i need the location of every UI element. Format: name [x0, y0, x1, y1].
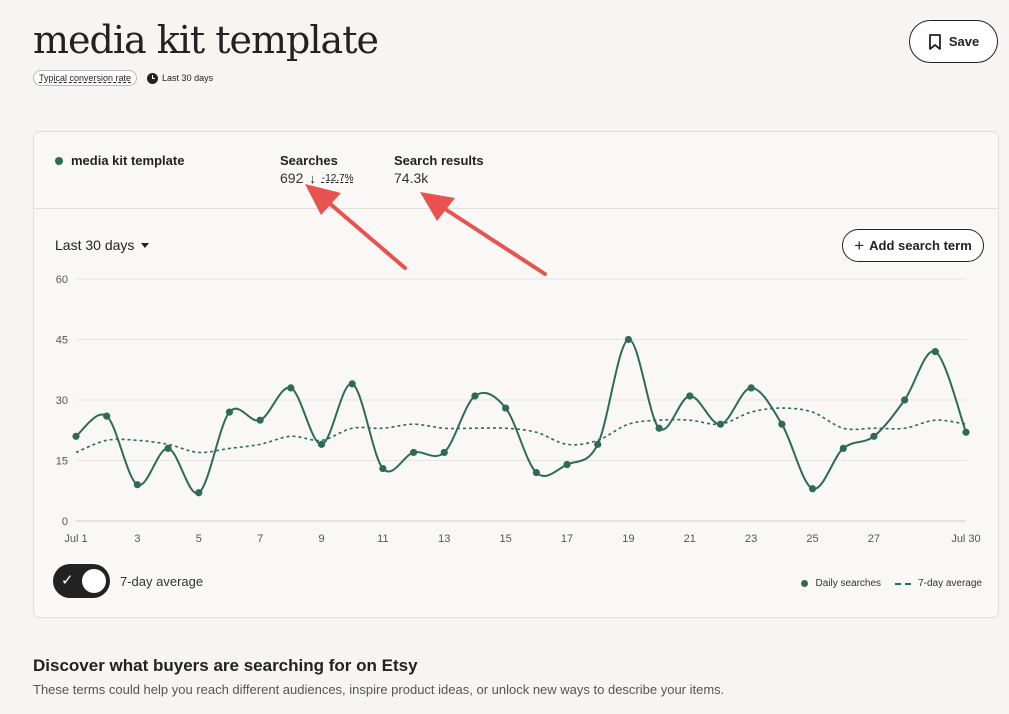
data-point — [440, 448, 448, 457]
x-tick-label: 23 — [745, 533, 757, 545]
x-tick-label: 11 — [377, 533, 388, 545]
data-point — [133, 481, 141, 489]
data-point — [72, 432, 80, 440]
data-point — [502, 404, 510, 412]
search-results-stat: Search results 74.3k — [394, 153, 484, 186]
x-tick-label: 27 — [868, 533, 880, 545]
page-title: media kit template — [33, 18, 379, 62]
x-tick-label: 19 — [622, 533, 634, 545]
add-search-term-button[interactable]: + Add search term — [842, 229, 984, 262]
searches-line-chart: 0 15 30 45 60 Jul 1 3 5 7 9 11 13 15 17 19 21 23 25 27 Jul … — [56, 274, 981, 545]
series-line-daily-searches — [75, 338, 967, 494]
data-point — [839, 444, 847, 452]
data-point — [655, 424, 663, 432]
toggle-knob — [82, 569, 106, 593]
data-point — [471, 392, 479, 400]
x-tick-label: 9 — [318, 533, 324, 545]
x-tick-label: Jul 30 — [951, 533, 980, 545]
searches-value: 692 — [280, 170, 304, 186]
data-point — [594, 440, 602, 448]
caret-down-icon — [141, 242, 150, 248]
searches-label: Searches — [280, 153, 338, 168]
save-button[interactable]: Save — [909, 20, 998, 63]
chart-legend: Daily searches 7-day average — [801, 578, 982, 589]
toggle-label: 7-day average — [120, 574, 204, 589]
y-tick-label: 15 — [56, 456, 68, 468]
clock-icon — [147, 72, 159, 84]
data-point — [686, 392, 694, 400]
date-range-label: Last 30 days — [55, 237, 135, 253]
x-tick-label: 13 — [438, 533, 450, 545]
x-tick-label: 5 — [196, 533, 202, 545]
data-point — [870, 432, 878, 440]
data-point — [901, 396, 909, 404]
data-point — [256, 416, 264, 424]
data-point — [716, 420, 725, 428]
legend-average-label: 7-day average — [918, 578, 982, 589]
legend-dash — [895, 582, 912, 585]
data-point — [348, 380, 356, 388]
data-point — [778, 420, 786, 428]
search-results-value: 74.3k — [394, 170, 429, 186]
bookmark-icon — [928, 33, 941, 50]
x-tick-label: 15 — [500, 533, 512, 545]
date-range-select[interactable]: Last 30 days — [55, 237, 150, 253]
trend-down-icon: ↓ — [309, 170, 316, 186]
seven-day-average-toggle[interactable]: ✓ — [53, 564, 110, 598]
term-dot — [55, 156, 63, 165]
legend-average: 7-day average — [895, 578, 982, 589]
discover-section-title: Discover what buyers are searching for o… — [33, 656, 418, 675]
y-tick-label: 45 — [56, 335, 68, 347]
period-label: Last 30 days — [162, 73, 214, 83]
data-point — [808, 485, 817, 493]
search-results-label: Search results — [394, 153, 484, 168]
data-point — [931, 348, 939, 356]
data-point — [317, 440, 326, 448]
legend-daily: Daily searches — [801, 578, 881, 589]
y-tick-label: 0 — [62, 516, 68, 528]
x-tick-label: 7 — [257, 533, 263, 545]
checkmark-icon: ✓ — [61, 572, 74, 589]
discover-section-description: These terms could help you reach differe… — [33, 682, 725, 697]
y-tick-label: 60 — [56, 274, 68, 286]
trend-card: media kit template Searches 692 ↓ -12.7%… — [33, 131, 999, 618]
x-tick-label: 21 — [684, 533, 696, 545]
series-line-7-day-average — [75, 407, 967, 454]
save-label: Save — [948, 34, 980, 49]
period-tag: Last 30 days — [147, 72, 214, 84]
data-point — [747, 384, 755, 392]
add-search-term-label: Add search term — [869, 238, 972, 253]
data-point — [379, 464, 387, 473]
data-point — [164, 444, 172, 452]
data-point — [103, 412, 111, 420]
x-tick-label: 25 — [806, 533, 818, 545]
x-tick-label: 3 — [134, 533, 140, 545]
plus-icon: + — [854, 235, 865, 255]
data-point — [287, 384, 295, 392]
legend-daily-label: Daily searches — [815, 578, 882, 589]
data-point — [532, 469, 540, 477]
data-point — [962, 428, 970, 436]
search-term: media kit template — [55, 153, 184, 168]
x-tick-label: Jul 1 — [64, 533, 87, 545]
data-point — [225, 408, 234, 416]
y-tick-label: 30 — [56, 395, 68, 407]
data-point — [624, 335, 633, 344]
x-tick-label: 17 — [561, 533, 573, 545]
data-point — [195, 489, 203, 497]
data-point — [409, 448, 418, 457]
legend-dot — [801, 580, 809, 587]
conversion-rate-pill[interactable]: Typical conversion rate — [33, 70, 138, 86]
search-term-label: media kit template — [71, 153, 185, 168]
searches-stat: Searches 692 ↓ -12.7% — [280, 153, 354, 186]
searches-change[interactable]: -12.7% — [321, 172, 354, 184]
meta-row: Typical conversion rate Last 30 days — [33, 70, 213, 86]
data-point — [563, 460, 571, 469]
